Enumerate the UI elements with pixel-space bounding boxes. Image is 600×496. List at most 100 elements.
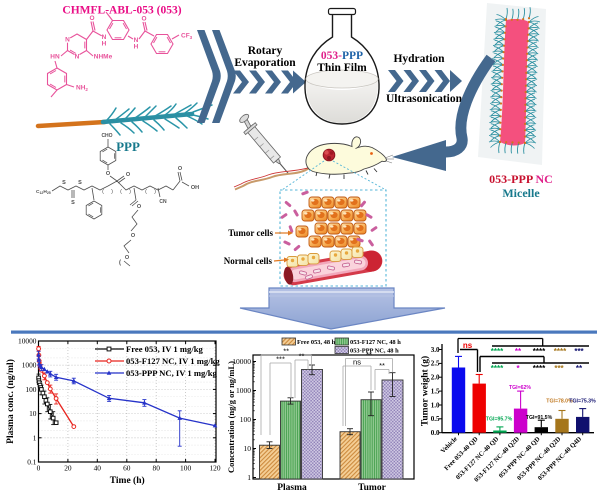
svg-text:053-PPP NC, 48 h: 053-PPP NC, 48 h <box>350 348 399 355</box>
svg-text:ns: ns <box>463 341 473 350</box>
svg-text:60: 60 <box>123 464 131 473</box>
svg-text:10000: 10000 <box>232 357 251 366</box>
svg-text:****: **** <box>554 347 567 356</box>
svg-text:10: 10 <box>244 444 252 453</box>
svg-text:Hydration: Hydration <box>393 53 445 65</box>
svg-text:(: ( <box>102 189 104 195</box>
svg-text:2.0: 2.0 <box>431 374 440 382</box>
svg-text:S: S <box>78 180 82 186</box>
svg-text:Tumor weight (g): Tumor weight (g) <box>420 356 431 426</box>
svg-text:Ultrasonication: Ultrasonication <box>386 93 463 105</box>
svg-text:Tumor: Tumor <box>358 483 386 493</box>
svg-text:NH2: NH2 <box>76 85 88 93</box>
svg-text:****: **** <box>533 347 546 356</box>
svg-text:053-PPP NC: 053-PPP NC <box>489 172 553 186</box>
svg-text:Concentration (ng/g or ng/mL): Concentration (ng/g or ng/mL) <box>226 361 236 473</box>
svg-text:): ) <box>111 189 113 195</box>
svg-text:O: O <box>141 16 146 23</box>
svg-text:100: 100 <box>240 415 252 424</box>
svg-text:(: ( <box>120 189 122 195</box>
svg-text:O: O <box>131 233 136 239</box>
svg-text:HN: HN <box>50 54 60 61</box>
svg-text:1000: 1000 <box>236 386 251 395</box>
svg-text:H: H <box>102 41 107 48</box>
svg-text:Rotary: Rotary <box>248 45 283 57</box>
svg-text:PPP: PPP <box>116 139 140 154</box>
svg-text:80: 80 <box>153 464 161 473</box>
svg-text:100: 100 <box>180 464 191 473</box>
svg-text:**: ** <box>576 364 583 373</box>
svg-text:0.1: 0.1 <box>27 458 37 467</box>
svg-text:TGI=62%: TGI=62% <box>509 385 531 391</box>
svg-text:1.5: 1.5 <box>431 387 440 395</box>
svg-text:Micelle: Micelle <box>502 186 540 200</box>
svg-text:): ) <box>154 189 156 195</box>
svg-text:O: O <box>178 166 183 172</box>
svg-text:100: 100 <box>25 385 36 394</box>
svg-text:053-PPP: 053-PPP <box>321 50 363 62</box>
svg-text:053-F127 NC, IV 1 mg/kg: 053-F127 NC, IV 1 mg/kg <box>126 356 220 366</box>
svg-text:Free 053, 48 h: Free 053, 48 h <box>297 339 336 346</box>
svg-text:**: ** <box>366 350 372 359</box>
svg-text:CHO: CHO <box>101 133 112 139</box>
svg-text:3.0: 3.0 <box>431 346 440 354</box>
svg-text:***: *** <box>276 355 285 364</box>
svg-text:***: *** <box>554 364 564 373</box>
svg-text:ns: ns <box>353 358 361 367</box>
svg-text:053-PPP NC, IV 1 mg/kg: 053-PPP NC, IV 1 mg/kg <box>126 368 217 378</box>
svg-text:10000: 10000 <box>18 337 37 346</box>
svg-text:**: ** <box>515 347 522 356</box>
svg-text:Tumor cells: Tumor cells <box>228 228 273 238</box>
svg-text:Time (h): Time (h) <box>110 475 145 486</box>
svg-text:NHMe: NHMe <box>94 54 113 61</box>
svg-text:O: O <box>106 171 111 177</box>
svg-text:S: S <box>71 200 75 206</box>
svg-text:O: O <box>89 15 94 22</box>
svg-text:O: O <box>126 172 131 178</box>
svg-text:****: **** <box>491 364 504 373</box>
svg-text:****: **** <box>491 347 504 356</box>
svg-text:**: ** <box>379 361 385 370</box>
svg-text:1: 1 <box>33 433 37 442</box>
svg-text:20: 20 <box>64 464 72 473</box>
svg-text:*: * <box>516 364 520 373</box>
svg-text:N: N <box>102 34 107 41</box>
svg-text:2.5: 2.5 <box>431 360 440 368</box>
svg-text:): ) <box>129 189 131 195</box>
svg-text:**: ** <box>283 347 289 356</box>
svg-text:S: S <box>62 180 66 186</box>
svg-text:Plasma: Plasma <box>277 483 307 493</box>
svg-text:***: *** <box>574 347 584 356</box>
svg-text:10: 10 <box>29 409 37 418</box>
svg-text:C12H25: C12H25 <box>36 189 51 195</box>
svg-text:(: ( <box>145 189 147 195</box>
svg-text:TGI=91.5%: TGI=91.5% <box>526 415 553 421</box>
svg-text:H: H <box>134 44 139 51</box>
svg-text:N: N <box>75 54 80 61</box>
svg-text:**: ** <box>299 352 305 361</box>
svg-text:0: 0 <box>37 464 41 473</box>
svg-text:Plasma conc. (ng/ml): Plasma conc. (ng/ml) <box>5 359 16 444</box>
svg-text:N: N <box>65 37 70 44</box>
svg-text:O: O <box>125 255 130 261</box>
svg-text:1: 1 <box>247 473 251 482</box>
svg-text:Thin Film: Thin Film <box>317 62 367 74</box>
svg-text:120: 120 <box>209 464 220 473</box>
svg-text:CF3: CF3 <box>181 33 193 41</box>
svg-text:TGI=95.7%: TGI=95.7% <box>486 417 513 423</box>
svg-text:CN: CN <box>159 199 167 205</box>
svg-text:OH: OH <box>191 185 199 191</box>
svg-text:0.5: 0.5 <box>431 415 440 423</box>
svg-text:O: O <box>137 204 142 210</box>
svg-text:(: ( <box>119 260 121 266</box>
svg-text:N: N <box>134 37 139 44</box>
svg-text:****: **** <box>533 364 546 373</box>
svg-text:TGI=75.3%: TGI=75.3% <box>569 399 596 405</box>
svg-text:Free 053, IV 1 mg/kg: Free 053, IV 1 mg/kg <box>126 344 203 354</box>
svg-text:CHMFL-ABL-053 (053): CHMFL-ABL-053 (053) <box>62 5 181 17</box>
svg-text:0.0: 0.0 <box>431 429 440 437</box>
svg-text:40: 40 <box>94 464 102 473</box>
svg-text:TGI=78.0%: TGI=78.0% <box>546 399 573 405</box>
svg-text:Evaporation: Evaporation <box>234 57 296 69</box>
svg-text:1.0: 1.0 <box>431 401 440 409</box>
